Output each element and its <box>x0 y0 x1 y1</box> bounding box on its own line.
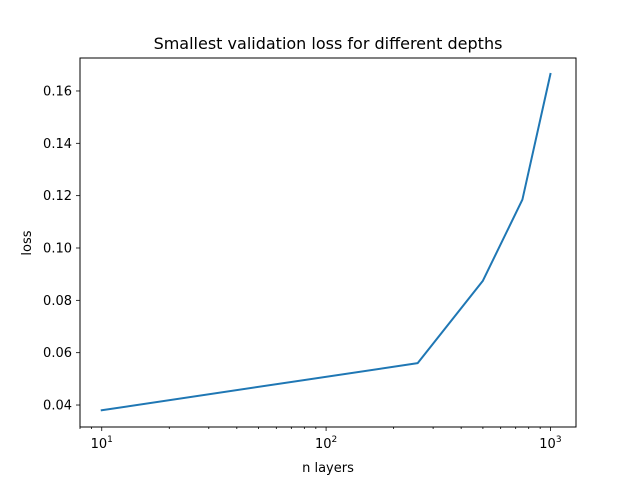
x-tick-label: 102 <box>315 435 337 452</box>
x-tick-label: 103 <box>539 435 561 452</box>
y-tick-label: 0.16 <box>43 84 72 99</box>
y-tick-label: 0.08 <box>43 294 72 309</box>
series-line-0 <box>100 72 552 412</box>
x-tick-label: 101 <box>91 435 113 452</box>
y-tick-label: 0.04 <box>43 399 72 414</box>
y-tick-label: 0.06 <box>43 346 72 361</box>
plot-frame <box>79 57 577 428</box>
chart-title: Smallest validation loss for different d… <box>154 34 503 53</box>
y-tick-label: 0.12 <box>43 189 72 204</box>
x-axis-label: n layers <box>302 461 354 476</box>
y-tick-label: 0.14 <box>43 137 72 152</box>
y-axis-label: loss <box>20 230 35 255</box>
y-tick-label: 0.10 <box>43 241 72 256</box>
